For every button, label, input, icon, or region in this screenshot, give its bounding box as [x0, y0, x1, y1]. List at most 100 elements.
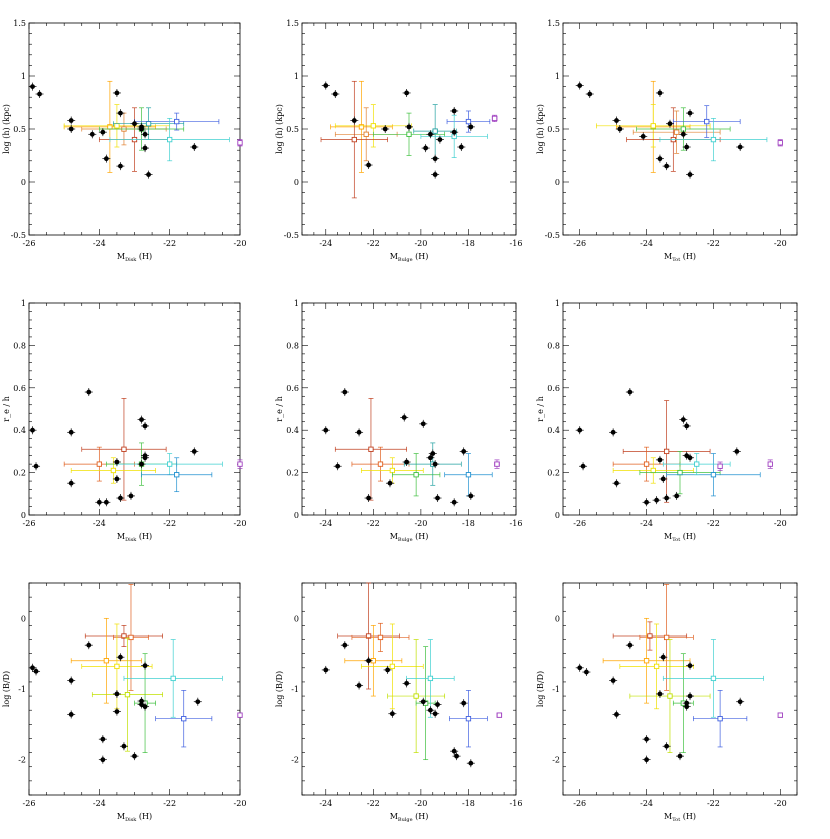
panel-r3c3: -26 -24 -22 -20 -2 -1 0 MTot (H) log (B/D)	[536, 582, 798, 823]
data-point	[141, 130, 150, 139]
filled-circle-marker	[674, 493, 680, 499]
data-point	[385, 479, 394, 488]
data-point	[116, 653, 125, 662]
y-tick-label: -0.5	[545, 231, 560, 240]
open-square-marker	[663, 634, 670, 641]
filled-circle-marker	[68, 678, 74, 683]
open-square-marker	[406, 131, 412, 137]
y-axis-label: log (h) (kpc)	[536, 104, 545, 154]
data-point	[141, 421, 150, 430]
filled-circle-marker	[68, 126, 74, 132]
y-tick-label: 0.2	[13, 469, 26, 478]
data-point	[112, 689, 121, 698]
filled-circle-marker	[627, 389, 633, 395]
filled-circle-marker	[432, 156, 438, 162]
errorbar-point	[237, 712, 243, 718]
x-tick-label: -20	[414, 239, 427, 248]
filled-circle-marker	[432, 172, 438, 177]
filled-circle-marker	[680, 131, 686, 137]
errorbar-point	[91, 637, 163, 752]
filled-circle-marker	[610, 678, 616, 683]
data-point	[612, 710, 621, 719]
data-point	[428, 449, 437, 458]
data-point	[141, 144, 150, 153]
open-square-marker	[103, 658, 110, 664]
open-square-marker	[650, 123, 656, 129]
data-point	[190, 143, 199, 152]
open-square-marker	[777, 140, 783, 146]
x-tick-label: -22	[707, 239, 720, 248]
x-tick-label: -22	[367, 239, 380, 248]
open-square-marker	[174, 472, 180, 478]
x-tick-label: -22	[163, 239, 176, 248]
x-axis-label: MDisk (H)	[117, 812, 152, 823]
data-point	[67, 676, 76, 685]
open-square-marker	[465, 472, 472, 478]
x-tick-label: -24	[93, 519, 106, 528]
data-point	[98, 128, 107, 137]
filled-circle-marker	[68, 429, 74, 435]
filled-circle-marker	[587, 91, 593, 97]
filled-circle-marker	[451, 108, 457, 114]
filled-circle-marker	[86, 642, 92, 648]
filled-circle-marker	[142, 145, 148, 151]
data-point	[662, 162, 671, 171]
data-point	[402, 458, 411, 466]
errorbar-point	[666, 453, 761, 497]
errorbar-point	[629, 639, 711, 753]
filled-circle-marker	[118, 654, 123, 660]
data-point	[609, 428, 618, 437]
open-square-marker	[351, 136, 357, 143]
y-tick-label: -1	[291, 685, 299, 694]
y-tick-label: 0.4	[286, 426, 299, 435]
data-point	[662, 742, 671, 751]
filled-circle-marker	[382, 126, 388, 132]
data-point	[388, 709, 397, 718]
filled-circle-marker	[389, 711, 395, 717]
filled-circle-marker	[103, 156, 109, 162]
errorbar-point	[141, 457, 213, 493]
errorbar-point	[134, 112, 220, 131]
open-square-marker	[710, 136, 717, 143]
filled-circle-marker	[451, 748, 457, 754]
x-tick-label: -16	[510, 519, 523, 528]
filled-circle-marker	[435, 702, 440, 707]
y-tick-label: 1.5	[547, 19, 560, 28]
y-axis-label: log (B/D)	[2, 671, 11, 707]
x-tick-label: -20	[774, 519, 787, 528]
open-square-marker	[704, 118, 710, 125]
data-point	[615, 125, 624, 133]
open-square-marker	[667, 693, 673, 699]
open-square-marker	[389, 663, 396, 670]
data-point	[32, 462, 41, 471]
data-point	[450, 106, 459, 115]
errorbar-point	[767, 459, 773, 469]
filled-circle-marker	[323, 427, 329, 433]
y-tick-label: 0.8	[13, 341, 26, 350]
filled-circle-marker	[687, 693, 693, 699]
x-axis-label: MTot (H)	[664, 812, 696, 823]
x-tick-label: -24	[640, 799, 653, 808]
errorbar-point	[330, 80, 393, 173]
data-point	[321, 81, 330, 90]
filled-circle-marker	[142, 455, 148, 461]
plot-frame	[28, 302, 241, 516]
y-tick-label: 0.2	[547, 469, 560, 478]
x-tick-label: -20	[414, 519, 427, 528]
filled-circle-marker	[195, 699, 201, 705]
x-tick-label: -16	[510, 799, 523, 808]
data-point	[682, 702, 691, 711]
data-point	[28, 663, 37, 672]
open-square-marker	[114, 663, 120, 670]
filled-circle-marker	[146, 172, 151, 177]
data-point	[32, 667, 41, 676]
filled-circle-marker	[660, 654, 666, 660]
data-point	[642, 755, 651, 764]
open-square-marker	[96, 461, 102, 467]
filled-circle-marker	[114, 709, 120, 715]
data-point	[665, 119, 674, 128]
open-square-marker	[465, 118, 472, 125]
data-point	[450, 498, 459, 507]
data-point	[84, 388, 93, 397]
filled-circle-marker	[580, 463, 586, 469]
